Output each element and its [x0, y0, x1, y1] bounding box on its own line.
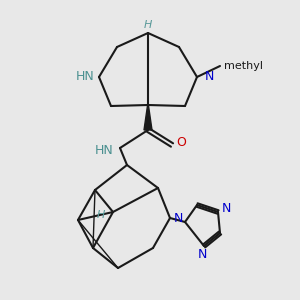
Text: methyl: methyl — [224, 61, 263, 71]
Text: H: H — [144, 20, 152, 30]
Text: H: H — [97, 210, 105, 220]
Text: HN: HN — [76, 70, 94, 83]
Text: N: N — [221, 202, 231, 214]
Polygon shape — [144, 105, 152, 130]
Text: N: N — [173, 212, 183, 224]
Text: N: N — [197, 248, 207, 262]
Text: HN: HN — [94, 143, 113, 157]
Text: O: O — [176, 136, 186, 148]
Text: N: N — [205, 70, 214, 83]
